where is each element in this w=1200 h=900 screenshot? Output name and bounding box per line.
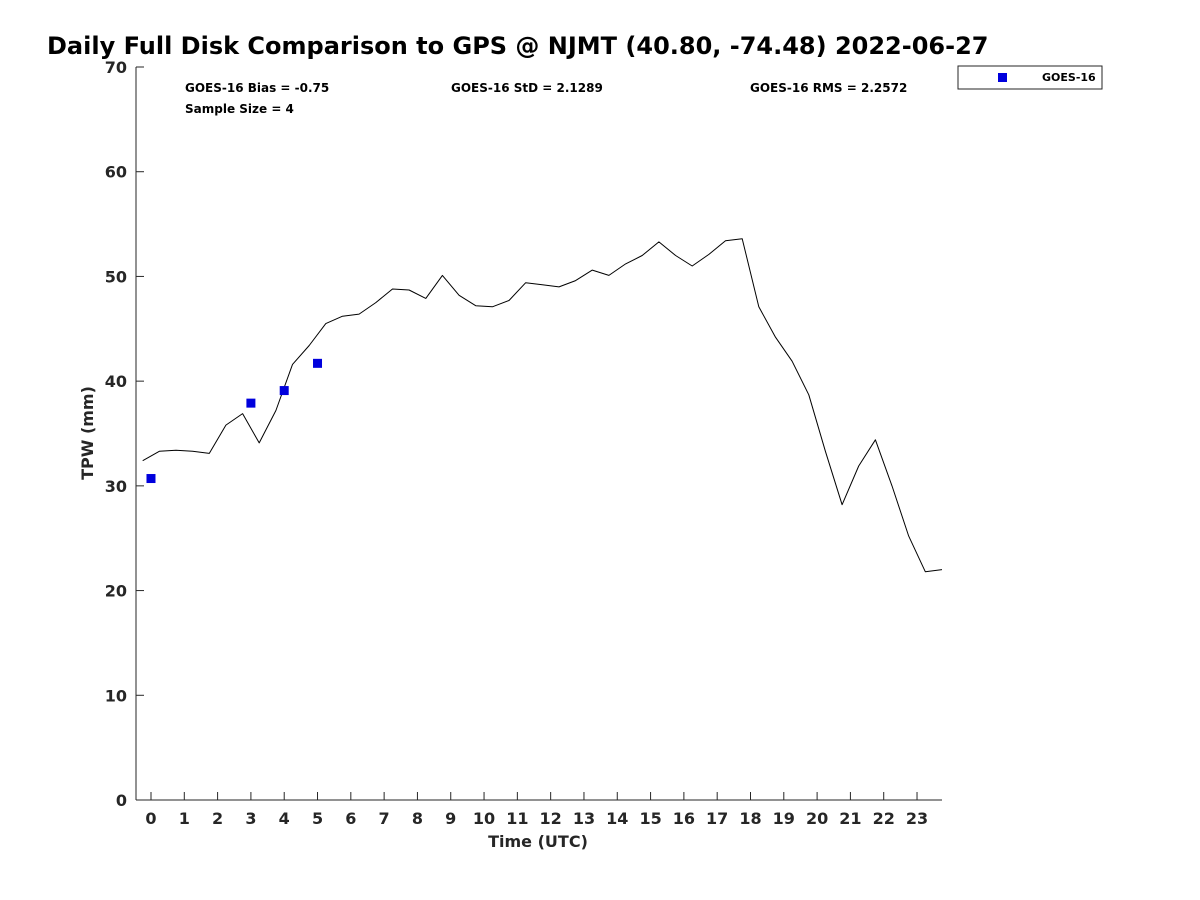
x-tick-label: 8: [412, 809, 423, 828]
y-tick-label: 50: [105, 267, 127, 286]
x-tick-label: 4: [279, 809, 290, 828]
x-tick-label: 18: [739, 809, 761, 828]
legend-marker-goes16: [998, 73, 1007, 82]
x-tick-label: 21: [839, 809, 861, 828]
chart-title: Daily Full Disk Comparison to GPS @ NJMT…: [47, 32, 988, 60]
y-tick-label: 0: [116, 791, 127, 810]
legend-box: [957, 65, 1103, 90]
x-tick-label: 7: [379, 809, 390, 828]
x-tick-label: 3: [245, 809, 256, 828]
x-tick-label: 14: [606, 809, 628, 828]
x-tick-label: 19: [773, 809, 795, 828]
x-tick-label: 20: [806, 809, 828, 828]
x-tick-label: 15: [639, 809, 661, 828]
y-tick-label: 70: [105, 58, 127, 77]
bias-stat: GOES-16 Bias = -0.75: [185, 81, 329, 95]
x-axis-label: Time (UTC): [488, 832, 588, 851]
x-tick-label: 23: [906, 809, 928, 828]
goes16-point: [313, 358, 323, 368]
x-tick-label: 0: [145, 809, 156, 828]
x-tick-label: 2: [212, 809, 223, 828]
legend: GOES-16: [957, 65, 1103, 90]
x-tick-label: 10: [473, 809, 495, 828]
x-tick-label: 9: [445, 809, 456, 828]
x-tick-label: 13: [573, 809, 595, 828]
x-tick-label: 5: [312, 809, 323, 828]
y-tick-label: 40: [105, 372, 127, 391]
sample-size-stat: Sample Size = 4: [185, 102, 294, 116]
x-tick-label: 12: [540, 809, 562, 828]
goes16-point: [246, 398, 256, 408]
x-tick-label: 16: [673, 809, 695, 828]
x-tick-label: 17: [706, 809, 728, 828]
y-tick-label: 10: [105, 686, 127, 705]
y-tick-label: 60: [105, 163, 127, 182]
series-line-gps: [142, 238, 943, 573]
legend-label-goes16: GOES-16: [1042, 71, 1096, 84]
std-stat: GOES-16 StD = 2.1289: [451, 81, 603, 95]
x-tick-label: 22: [873, 809, 895, 828]
goes16-point: [279, 386, 289, 396]
y-tick-label: 30: [105, 477, 127, 496]
x-tick-label: 1: [179, 809, 190, 828]
goes16-point: [146, 474, 156, 484]
y-axis-label: TPW (mm): [78, 386, 97, 480]
y-tick-label: 20: [105, 582, 127, 601]
x-tick-label: 11: [506, 809, 528, 828]
rms-stat: GOES-16 RMS = 2.2572: [750, 81, 907, 95]
x-tick-label: 6: [345, 809, 356, 828]
